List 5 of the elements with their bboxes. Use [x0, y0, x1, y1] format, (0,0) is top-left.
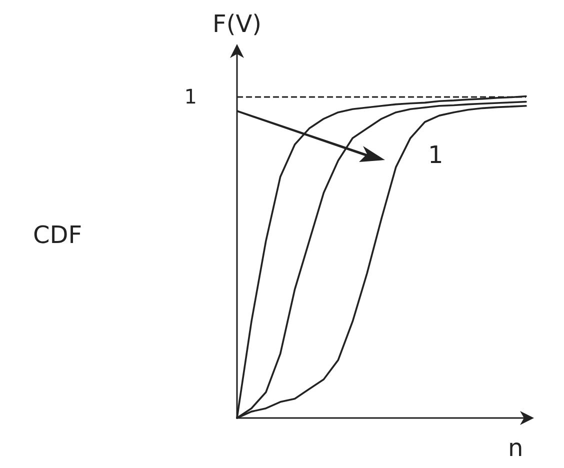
y-axis-title: F(V) [212, 10, 262, 38]
x-axis-title: n [508, 434, 524, 462]
text: CDF [33, 221, 82, 249]
ref-line-label: 1 [184, 84, 197, 108]
annotation: 1 [428, 141, 444, 169]
